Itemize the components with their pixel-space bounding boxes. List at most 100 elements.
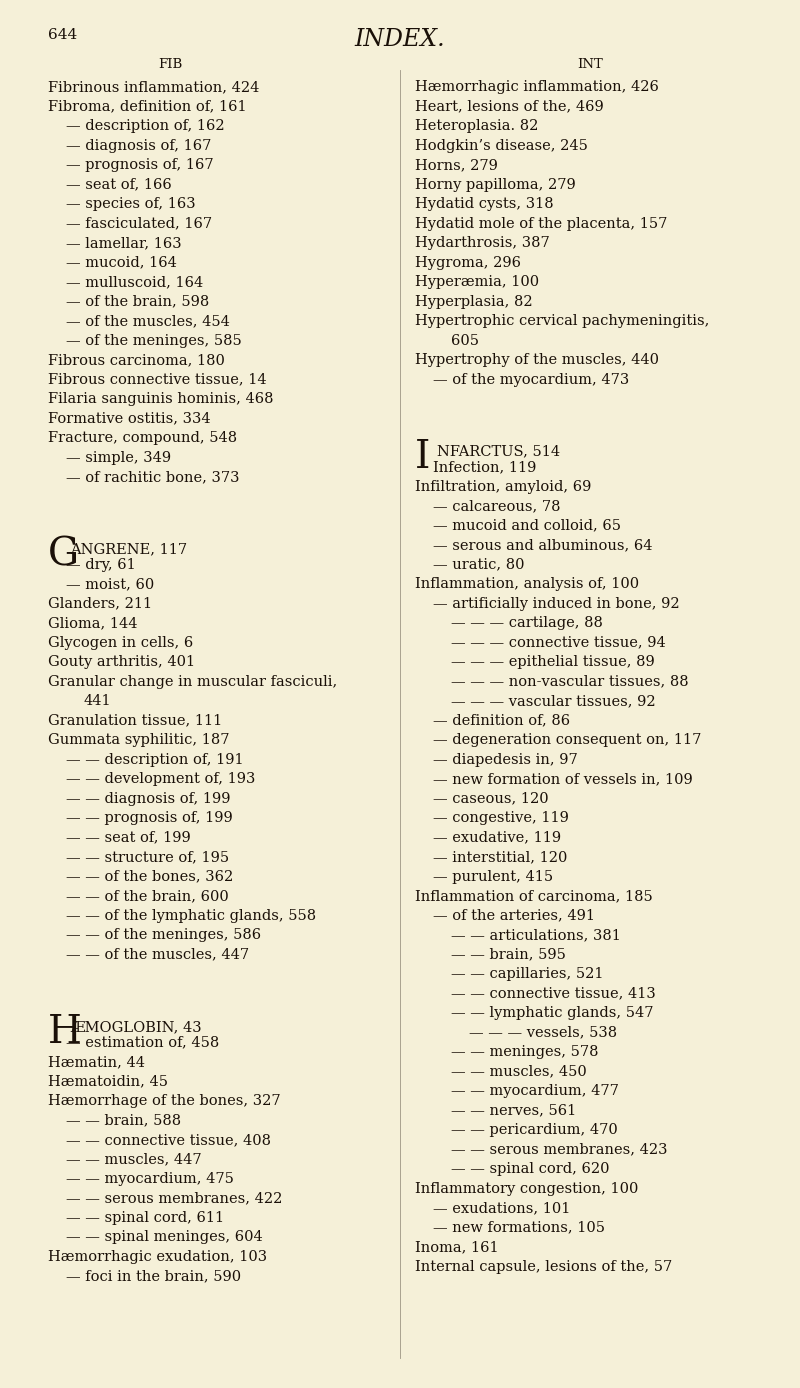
Text: G: G: [48, 536, 79, 573]
Text: Heart, lesions of the, 469: Heart, lesions of the, 469: [415, 100, 604, 114]
Text: — species of, 163: — species of, 163: [66, 197, 196, 211]
Text: — moist, 60: — moist, 60: [66, 577, 154, 591]
Text: — — lymphatic glands, 547: — — lymphatic glands, 547: [451, 1006, 654, 1020]
Text: Hæmatoidin, 45: Hæmatoidin, 45: [48, 1074, 168, 1088]
Text: Glioma, 144: Glioma, 144: [48, 616, 138, 630]
Text: — — connective tissue, 408: — — connective tissue, 408: [66, 1133, 271, 1146]
Text: — — capillaries, 521: — — capillaries, 521: [451, 967, 603, 981]
Text: — fasciculated, 167: — fasciculated, 167: [66, 217, 212, 230]
Text: — — — epithelial tissue, 89: — — — epithelial tissue, 89: [451, 655, 654, 669]
Text: Hodgkin’s disease, 245: Hodgkin’s disease, 245: [415, 139, 588, 153]
Text: — foci in the brain, 590: — foci in the brain, 590: [66, 1270, 241, 1284]
Text: — simple, 349: — simple, 349: [66, 451, 171, 465]
Text: Formative ostitis, 334: Formative ostitis, 334: [48, 411, 210, 426]
Text: — — structure of, 195: — — structure of, 195: [66, 851, 229, 865]
Text: — — spinal meninges, 604: — — spinal meninges, 604: [66, 1231, 262, 1245]
Text: — — — connective tissue, 94: — — — connective tissue, 94: [451, 636, 666, 650]
Text: Inoma, 161: Inoma, 161: [415, 1241, 498, 1255]
Text: — — description of, 191: — — description of, 191: [66, 752, 244, 766]
Text: — artificially induced in bone, 92: — artificially induced in bone, 92: [433, 597, 680, 611]
Text: — of the brain, 598: — of the brain, 598: [66, 294, 210, 308]
Text: Internal capsule, lesions of the, 57: Internal capsule, lesions of the, 57: [415, 1260, 672, 1274]
Text: — — — cartilage, 88: — — — cartilage, 88: [451, 616, 603, 630]
Text: — — articulations, 381: — — articulations, 381: [451, 929, 621, 942]
Text: Gouty arthritis, 401: Gouty arthritis, 401: [48, 655, 195, 669]
Text: — — of the lymphatic glands, 558: — — of the lymphatic glands, 558: [66, 909, 316, 923]
Text: — diagnosis of, 167: — diagnosis of, 167: [66, 139, 211, 153]
Text: Hyperplasia, 82: Hyperplasia, 82: [415, 294, 533, 308]
Text: — — connective tissue, 413: — — connective tissue, 413: [451, 987, 656, 1001]
Text: — prognosis of, 167: — prognosis of, 167: [66, 158, 214, 172]
Text: — mucoid and colloid, 65: — mucoid and colloid, 65: [433, 519, 621, 533]
Text: ANGRENE, 117: ANGRENE, 117: [70, 543, 187, 557]
Text: — — of the brain, 600: — — of the brain, 600: [66, 890, 229, 904]
Text: — — serous membranes, 422: — — serous membranes, 422: [66, 1191, 282, 1206]
Text: — — — non-vascular tissues, 88: — — — non-vascular tissues, 88: [451, 675, 689, 688]
Text: — — — vessels, 538: — — — vessels, 538: [469, 1026, 617, 1040]
Text: — purulent, 415: — purulent, 415: [433, 870, 553, 884]
Text: NFARCTUS, 514: NFARCTUS, 514: [437, 444, 560, 459]
Text: 605: 605: [451, 333, 479, 347]
Text: Hypertrophic cervical pachymeningitis,: Hypertrophic cervical pachymeningitis,: [415, 314, 710, 328]
Text: Hæmorrhagic exudation, 103: Hæmorrhagic exudation, 103: [48, 1251, 267, 1264]
Text: — mulluscoid, 164: — mulluscoid, 164: [66, 275, 203, 289]
Text: Horny papilloma, 279: Horny papilloma, 279: [415, 178, 576, 192]
Text: Heteroplasia. 82: Heteroplasia. 82: [415, 119, 538, 133]
Text: Fibrinous inflammation, 424: Fibrinous inflammation, 424: [48, 81, 259, 94]
Text: — — serous membranes, 423: — — serous membranes, 423: [451, 1142, 667, 1156]
Text: — new formations, 105: — new formations, 105: [433, 1221, 605, 1235]
Text: — — of the bones, 362: — — of the bones, 362: [66, 870, 234, 884]
Text: Hygroma, 296: Hygroma, 296: [415, 255, 521, 269]
Text: — of the arteries, 491: — of the arteries, 491: [433, 909, 595, 923]
Text: Inflammatory congestion, 100: Inflammatory congestion, 100: [415, 1181, 638, 1195]
Text: — lamellar, 163: — lamellar, 163: [66, 236, 182, 250]
Text: 441: 441: [84, 694, 112, 708]
Text: — — spinal cord, 611: — — spinal cord, 611: [66, 1210, 224, 1226]
Text: — — nerves, 561: — — nerves, 561: [451, 1103, 576, 1117]
Text: Inflammation, analysis of, 100: Inflammation, analysis of, 100: [415, 577, 639, 591]
Text: Hydarthrosis, 387: Hydarthrosis, 387: [415, 236, 550, 250]
Text: Fibrous carcinoma, 180: Fibrous carcinoma, 180: [48, 353, 225, 366]
Text: — uratic, 80: — uratic, 80: [433, 558, 525, 572]
Text: — — prognosis of, 199: — — prognosis of, 199: [66, 811, 233, 826]
Text: — — brain, 595: — — brain, 595: [451, 948, 566, 962]
Text: — congestive, 119: — congestive, 119: [433, 811, 569, 826]
Text: Hæmorrhagic inflammation, 426: Hæmorrhagic inflammation, 426: [415, 81, 659, 94]
Text: Hydatid cysts, 318: Hydatid cysts, 318: [415, 197, 554, 211]
Text: 644: 644: [48, 28, 78, 42]
Text: H: H: [48, 1015, 82, 1051]
Text: Hydatid mole of the placenta, 157: Hydatid mole of the placenta, 157: [415, 217, 667, 230]
Text: — exudative, 119: — exudative, 119: [433, 831, 561, 845]
Text: — definition of, 86: — definition of, 86: [433, 713, 570, 727]
Text: INDEX.: INDEX.: [354, 28, 446, 51]
Text: Inflammation of carcinoma, 185: Inflammation of carcinoma, 185: [415, 890, 653, 904]
Text: — serous and albuminous, 64: — serous and albuminous, 64: [433, 539, 653, 552]
Text: — description of, 162: — description of, 162: [66, 119, 225, 133]
Text: INT: INT: [577, 58, 603, 71]
Text: Hypertrophy of the muscles, 440: Hypertrophy of the muscles, 440: [415, 353, 659, 366]
Text: Hyperæmia, 100: Hyperæmia, 100: [415, 275, 539, 289]
Text: — — of the meninges, 586: — — of the meninges, 586: [66, 929, 261, 942]
Text: — — development of, 193: — — development of, 193: [66, 772, 255, 786]
Text: Infiltration, amyloid, 69: Infiltration, amyloid, 69: [415, 480, 591, 494]
Text: — degeneration consequent on, 117: — degeneration consequent on, 117: [433, 733, 702, 747]
Text: Granular change in muscular fasciculi,: Granular change in muscular fasciculi,: [48, 675, 338, 688]
Text: — — diagnosis of, 199: — — diagnosis of, 199: [66, 791, 230, 806]
Text: Hæmorrhage of the bones, 327: Hæmorrhage of the bones, 327: [48, 1094, 281, 1108]
Text: — diapedesis in, 97: — diapedesis in, 97: [433, 752, 578, 766]
Text: — of rachitic bone, 373: — of rachitic bone, 373: [66, 471, 239, 484]
Text: Glycogen in cells, 6: Glycogen in cells, 6: [48, 636, 194, 650]
Text: Filaria sanguinis hominis, 468: Filaria sanguinis hominis, 468: [48, 391, 274, 407]
Text: — of the meninges, 585: — of the meninges, 585: [66, 333, 242, 347]
Text: — estimation of, 458: — estimation of, 458: [66, 1035, 219, 1049]
Text: — — — vascular tissues, 92: — — — vascular tissues, 92: [451, 694, 656, 708]
Text: I: I: [415, 439, 430, 476]
Text: — of the muscles, 454: — of the muscles, 454: [66, 314, 230, 328]
Text: Glanders, 211: Glanders, 211: [48, 597, 152, 611]
Text: — exudations, 101: — exudations, 101: [433, 1201, 570, 1216]
Text: — calcareous, 78: — calcareous, 78: [433, 500, 561, 514]
Text: — — muscles, 447: — — muscles, 447: [66, 1152, 202, 1166]
Text: — dry, 61: — dry, 61: [66, 558, 136, 572]
Text: — new formation of vessels in, 109: — new formation of vessels in, 109: [433, 772, 693, 786]
Text: Fracture, compound, 548: Fracture, compound, 548: [48, 432, 237, 446]
